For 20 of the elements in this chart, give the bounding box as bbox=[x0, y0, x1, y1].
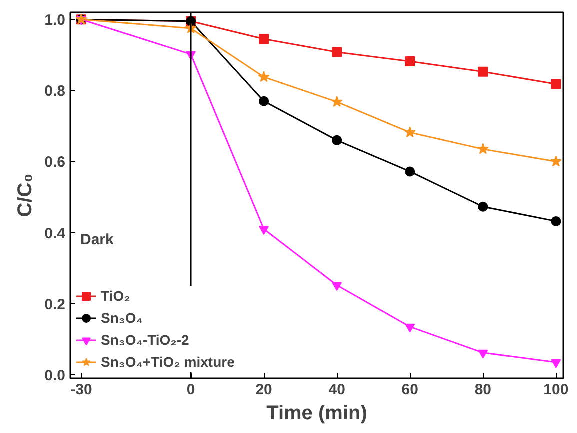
annotation: Dark bbox=[80, 232, 115, 248]
legend-label: TiO₂ bbox=[101, 288, 130, 304]
y-tick-label: 0.0 bbox=[44, 367, 66, 384]
y-tick-label: 0.2 bbox=[44, 296, 66, 314]
x-tick-label: 80 bbox=[474, 382, 492, 398]
x-tick-label: 0 bbox=[186, 382, 196, 398]
legend-label: Sn₃O₄+TiO₂ mixture bbox=[101, 354, 235, 370]
legend-label: Sn₃O₄ bbox=[101, 310, 143, 326]
x-tick-label: 40 bbox=[328, 382, 346, 398]
y-tick-label: 0.8 bbox=[44, 83, 66, 100]
y-axis-title: C/C₀ bbox=[14, 174, 37, 218]
y-tick-label: 1.0 bbox=[44, 12, 66, 30]
y-tick-label: 0.4 bbox=[44, 225, 66, 242]
legend-label: Sn₃O₄-TiO₂-2 bbox=[101, 332, 190, 348]
y-tick-label: 0.6 bbox=[44, 154, 66, 172]
x-tick-label: -30 bbox=[70, 382, 92, 398]
x-axis-title: Time (min) bbox=[266, 402, 368, 424]
x-tick-label: 100 bbox=[544, 382, 569, 398]
x-tick-label: 20 bbox=[256, 382, 272, 398]
x-tick-label: 60 bbox=[402, 382, 418, 398]
